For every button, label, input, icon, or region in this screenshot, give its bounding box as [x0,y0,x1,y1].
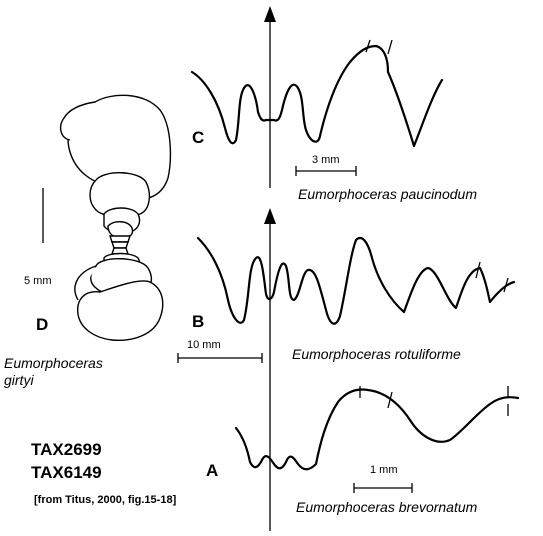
tick-b-2 [503,277,509,293]
suture-line-c [190,44,444,148]
suture-line-a [234,388,520,471]
panel-letter-a: A [206,461,218,480]
source-citation: [from Titus, 2000, fig.15-18] [34,494,177,506]
species-name-c: Eumorphoceras paucinodum [298,186,477,202]
scale-label-b: 10 mm [187,339,221,351]
species-name-d-line2: girtyi [4,372,34,388]
tick-b-1 [475,261,481,279]
suture-line-b [196,236,516,325]
shell-drawing-d [59,94,172,341]
tick-c-1 [365,39,371,53]
scale-label-c: 3 mm [312,154,340,166]
scale-label-a: 1 mm [370,464,398,476]
species-name-b: Eumorphoceras rotuliforme [292,346,461,362]
tick-c-2 [387,39,393,55]
taxon-id-2: TAX6149 [31,463,102,482]
panel-letter-b: B [192,312,204,331]
arrow-head-b [264,208,276,224]
arrow-head-c [264,6,276,22]
panel-letter-c: C [192,128,204,147]
scale-label-d: 5 mm [24,275,52,287]
tick-a-2 [387,391,393,409]
taxon-id-1: TAX2699 [31,440,102,459]
species-name-a: Eumorphoceras brevornatum [296,499,478,515]
panel-letter-d: D [36,315,48,334]
species-name-d-line1: Eumorphoceras [4,355,103,371]
